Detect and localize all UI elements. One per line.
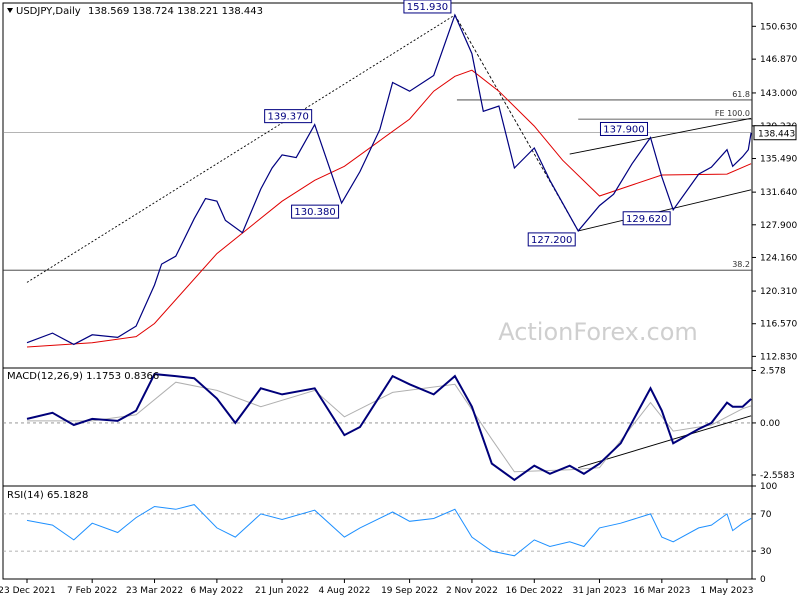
y-tick-label: 100 (760, 482, 777, 492)
y-tick-label: 70 (760, 510, 772, 520)
price-annotations: 151.930 139.370 130.380 137.900 127.200 129.6… (264, 0, 671, 247)
y-tick-label: 2.578 (760, 366, 786, 376)
x-tick-label: 19 Sep 2022 (381, 586, 438, 596)
trendline (26, 14, 456, 283)
macd-trendlines (578, 415, 752, 469)
x-tick-label: 23 Dec 2021 (0, 586, 56, 596)
chart-menu-icon[interactable] (7, 8, 13, 13)
x-tick-label: 7 Feb 2022 (67, 586, 117, 596)
pivot-label-box (403, 0, 452, 14)
pivot-label-box (527, 232, 576, 247)
y-tick-label: 135.490 (760, 155, 797, 165)
macd-series (26, 373, 752, 482)
x-tick-label: 1 May 2023 (701, 586, 754, 596)
price-pane-title: USDJPY,Daily (16, 6, 81, 17)
y-tick-label: 150.630 (760, 22, 797, 32)
macd-axis: 2.578 0.00 -2.5583 (752, 366, 795, 481)
pivot-label-box (291, 204, 340, 219)
trendline (569, 117, 752, 155)
rsi-axis: 100 70 30 0 (752, 482, 777, 585)
price-title-group: USDJPY,Daily 138.569 138.724 138.221 138… (7, 6, 263, 17)
macd-pane (2, 367, 753, 487)
x-tick-label: 21 Jun 2022 (255, 586, 309, 596)
date-axis: 23 Dec 2021 7 Feb 2022 23 Mar 2022 6 May 20… (0, 579, 753, 596)
x-tick-label: 6 May 2022 (190, 586, 243, 596)
y-tick-label: 30 (760, 547, 772, 557)
pivot-label-box (622, 211, 671, 226)
moving-average-line (26, 69, 752, 348)
level-label: 38.2 (732, 260, 750, 269)
pivot-label: 129.620 (626, 214, 667, 225)
macd-signal-line (27, 381, 752, 473)
pivot-label: 127.200 (531, 235, 572, 246)
y-tick-label: 127.900 (760, 221, 797, 231)
y-tick-label: 116.570 (760, 320, 797, 330)
y-tick-label: 131.640 (760, 188, 797, 198)
macd-main-line (26, 373, 752, 482)
macd-trendline (578, 415, 752, 469)
rsi-levels (3, 513, 752, 552)
rsi-pane-title: RSI(14) 65.1828 (7, 490, 88, 501)
y-tick-label: 146.870 (760, 55, 797, 65)
pivot-label: 130.380 (294, 207, 335, 218)
y-tick-label: -2.5583 (760, 471, 795, 481)
y-tick-label: 0 (760, 575, 766, 585)
x-tick-label: 23 Mar 2022 (126, 586, 183, 596)
rsi-pane (2, 485, 753, 580)
pivot-label-box (264, 109, 313, 124)
y-tick-label: 124.160 (760, 253, 797, 263)
pivot-label: 139.370 (267, 112, 308, 123)
level-label: FE 100.0 (715, 109, 750, 118)
x-tick-label: 2 Nov 2022 (446, 586, 498, 596)
x-tick-label: 31 Jan 2023 (572, 586, 626, 596)
pivot-label-box (599, 121, 648, 136)
rsi-series (26, 504, 752, 557)
macd-pane-title: MACD(12,26,9) 1.1753 0.8366 (7, 371, 159, 382)
price-series (26, 13, 752, 348)
price-line (26, 13, 752, 346)
x-tick-label: 16 Dec 2022 (506, 586, 564, 596)
level-label: 61.8 (732, 90, 750, 99)
price-ohlc-header: 138.569 138.724 138.221 138.443 (88, 6, 263, 17)
pivot-label: 137.900 (603, 124, 644, 135)
x-tick-label: 16 Mar 2023 (633, 586, 690, 596)
price-pane (2, 2, 753, 369)
y-tick-label: 120.310 (760, 287, 797, 297)
last-price-label: 138.443 (758, 130, 795, 140)
trendline (578, 189, 752, 232)
y-tick-label: 143.000 (760, 89, 797, 99)
watermark: ActionForex.com (498, 318, 698, 346)
price-axis: 150.630146.870143.000139.230135.490131.6… (752, 22, 797, 362)
last-price-tag (753, 125, 797, 141)
x-tick-label: 4 Aug 2022 (318, 586, 370, 596)
pivot-label: 151.930 (407, 2, 448, 13)
y-tick-label: 0.00 (760, 419, 780, 429)
y-tick-label: 112.830 (760, 352, 797, 362)
rsi-line (26, 504, 752, 557)
